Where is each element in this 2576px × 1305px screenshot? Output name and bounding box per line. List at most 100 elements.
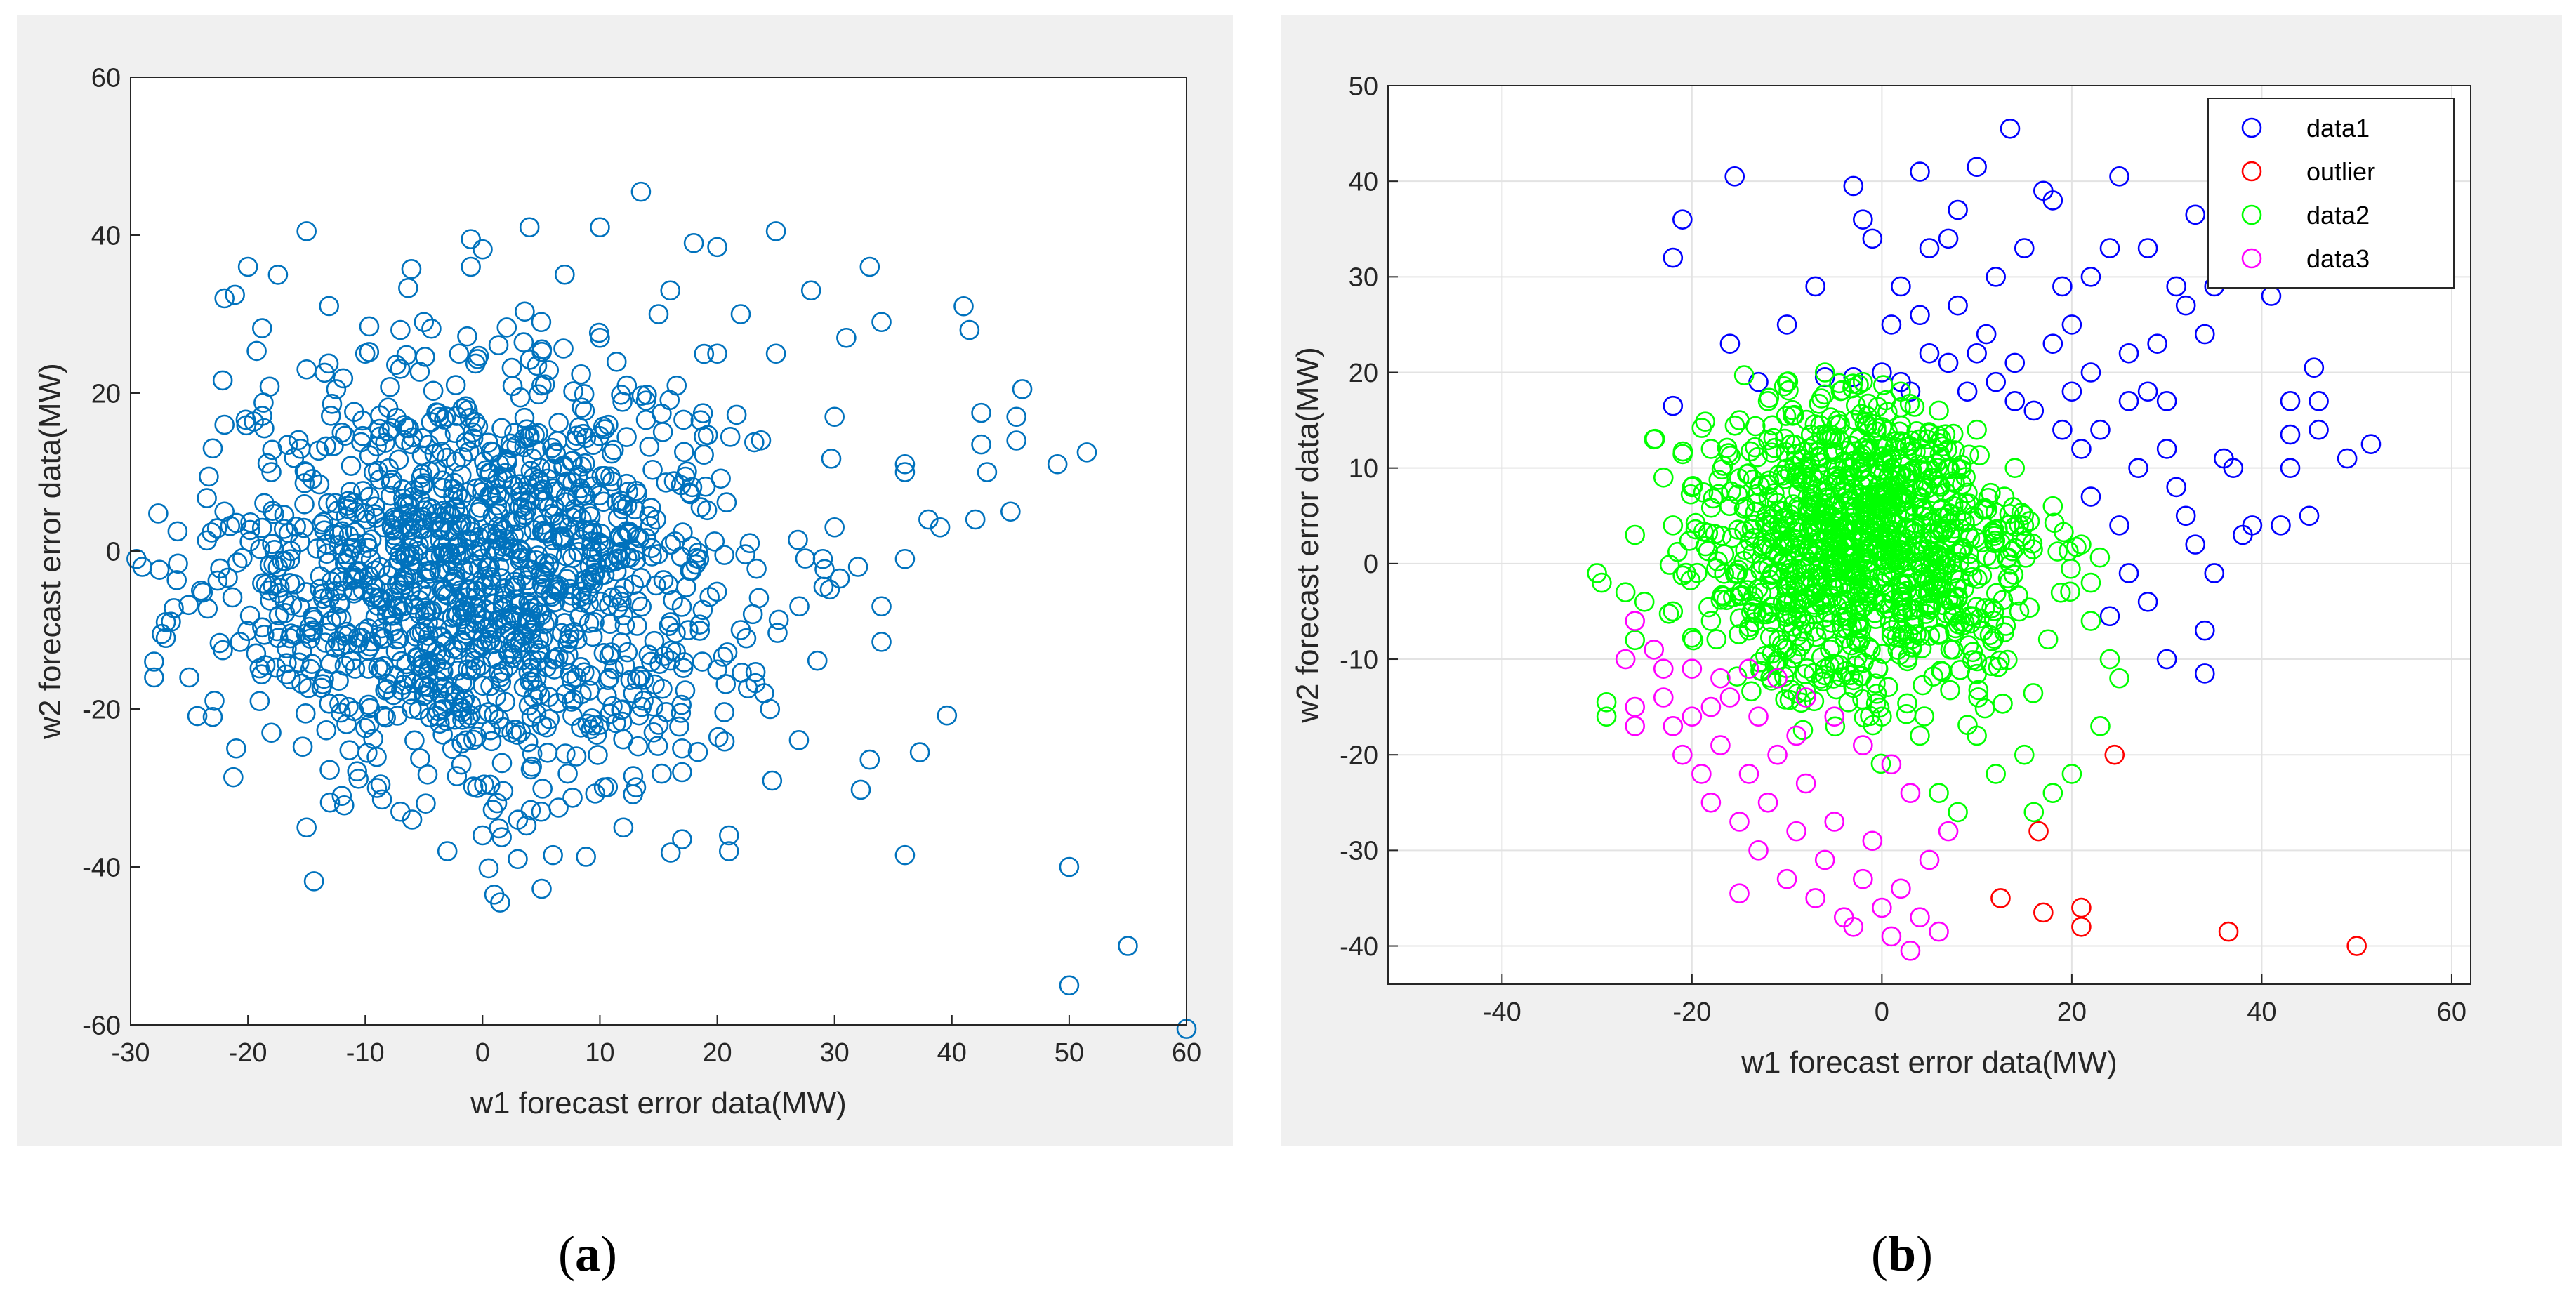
- data-point: [1785, 444, 1806, 465]
- data-point: [267, 621, 287, 642]
- data-point: [503, 524, 524, 545]
- x-tick-label: 0: [475, 1038, 490, 1068]
- data-point: [959, 319, 980, 340]
- data-point: [1733, 365, 1755, 385]
- data-point: [678, 620, 699, 640]
- data-point: [1913, 477, 1934, 498]
- data-point: [1776, 371, 1797, 392]
- data-point: [618, 482, 638, 502]
- data-point: [1872, 362, 1892, 383]
- data-point: [547, 693, 568, 713]
- data-point: [239, 531, 260, 552]
- data-point: [1814, 384, 1835, 405]
- data-point: [1872, 541, 1892, 562]
- data-point: [1738, 658, 1759, 679]
- data-point: [543, 844, 563, 866]
- y-tick-label: -40: [1340, 932, 1378, 962]
- data-point: [1814, 367, 1835, 387]
- data-point: [1000, 501, 1021, 522]
- data-point: [1843, 677, 1864, 698]
- data-point: [1724, 415, 1745, 436]
- data-point: [1851, 475, 1872, 496]
- data-point: [1712, 585, 1733, 606]
- data-point: [760, 698, 781, 720]
- data-point: [1047, 453, 1068, 475]
- data-point: [155, 611, 176, 632]
- data-point: [437, 561, 458, 582]
- data-point: [1983, 610, 2004, 631]
- data-point: [2008, 585, 2028, 606]
- data-point: [2023, 683, 2044, 703]
- data-point: [492, 597, 513, 618]
- data-point: [222, 587, 243, 608]
- data-point: [227, 552, 248, 573]
- data-point: [1771, 635, 1792, 655]
- data-point: [192, 582, 213, 603]
- data-point: [260, 590, 280, 611]
- data-point: [1653, 687, 1674, 708]
- data-point: [1837, 611, 1858, 631]
- data-point: [1876, 453, 1896, 473]
- data-point: [532, 779, 553, 799]
- data-point: [1931, 578, 1951, 599]
- data-point: [528, 384, 549, 405]
- data-point: [363, 729, 384, 749]
- data-point: [488, 663, 509, 684]
- data-point: [1672, 209, 1693, 230]
- data-point: [1946, 578, 1967, 599]
- data-point: [413, 519, 434, 540]
- data-point: [442, 638, 463, 659]
- data-point: [504, 423, 524, 444]
- data-point: [2175, 505, 2196, 526]
- data-point: [574, 384, 595, 404]
- data-point: [303, 620, 324, 641]
- data-point: [660, 280, 681, 301]
- data-point: [1993, 694, 2013, 714]
- data-point: [574, 662, 595, 683]
- data-point: [1748, 446, 1768, 468]
- data-point: [452, 446, 473, 468]
- data-point: [590, 715, 610, 735]
- data-point: [581, 719, 601, 740]
- data-point: [487, 516, 508, 537]
- data-point: [214, 288, 235, 309]
- data-point: [289, 652, 310, 673]
- y-tick-label: 10: [1349, 454, 1378, 484]
- data-point: [432, 659, 453, 680]
- data-point: [672, 829, 692, 849]
- data-point: [656, 472, 676, 493]
- data-point: [436, 447, 457, 468]
- data-point: [614, 655, 635, 676]
- data-point: [1940, 640, 1961, 660]
- data-point: [768, 609, 789, 630]
- data-point: [368, 587, 389, 608]
- data-point: [707, 343, 727, 364]
- data-point: [1825, 716, 1846, 737]
- data-point: [280, 669, 301, 690]
- data-point: [2104, 744, 2125, 765]
- data-point: [411, 622, 432, 643]
- data-point: [692, 599, 713, 621]
- data-point: [1006, 430, 1026, 451]
- data-point: [277, 653, 297, 674]
- data-point: [1729, 883, 1750, 903]
- series-data2: [1587, 362, 2129, 823]
- data-point: [1862, 830, 1883, 852]
- data-point: [1905, 442, 1926, 462]
- data-point: [579, 556, 600, 577]
- y-tick-label: -20: [82, 695, 121, 724]
- data-point: [2309, 391, 2329, 411]
- data-point: [578, 468, 599, 489]
- data-point: [320, 406, 341, 426]
- data-point: [371, 789, 392, 810]
- data-point: [414, 473, 435, 493]
- data-point: [296, 221, 317, 241]
- data-point: [2166, 276, 2186, 297]
- data-point: [1813, 671, 1834, 692]
- data-point: [2346, 936, 2367, 956]
- data-point: [718, 825, 739, 846]
- data-point: [627, 483, 648, 504]
- data-point: [1872, 451, 1893, 472]
- data-point: [447, 766, 468, 786]
- data-point: [1856, 440, 1876, 461]
